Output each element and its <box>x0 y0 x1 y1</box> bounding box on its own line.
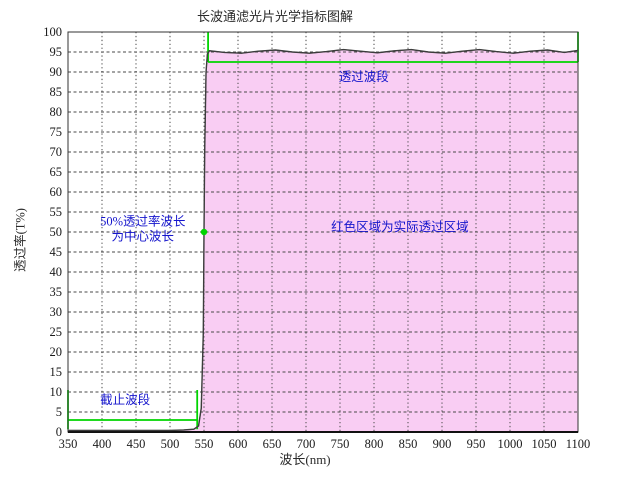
y-tick-label: 0 <box>56 425 62 439</box>
x-tick-label: 400 <box>93 437 112 451</box>
y-tick-label: 95 <box>50 45 63 59</box>
x-tick-label: 600 <box>229 437 248 451</box>
chart-title: 长波通滤光片光学指标图解 <box>196 9 354 24</box>
x-tick-label: 350 <box>59 437 78 451</box>
annotation-center-wavelength: 50%透过率波长 为中心波长 <box>100 214 185 245</box>
y-tick-label: 65 <box>50 165 63 179</box>
y-tick-label: 30 <box>50 305 63 319</box>
annotation-pink-region: 红色区域为实际透过区域 <box>331 220 469 235</box>
x-tick-label: 1100 <box>566 437 591 451</box>
annotation-cutoff-band: 截止波段 <box>100 392 151 407</box>
y-tick-label: 85 <box>50 85 63 99</box>
transmittance-curve <box>68 48 579 432</box>
x-tick-label: 450 <box>127 437 146 451</box>
x-tick-label: 850 <box>399 437 418 451</box>
y-tick-label: 55 <box>50 205 63 219</box>
y-tick-label: 15 <box>50 365 63 379</box>
y-tick-label: 10 <box>50 385 63 399</box>
x-tick-label: 500 <box>161 437 180 451</box>
y-tick-label: 80 <box>50 105 63 119</box>
half-transmittance-dot <box>200 228 208 236</box>
annotation-transmission-band: 透过波段 <box>338 70 389 85</box>
annotation-center-wavelength-line2: 为中心波长 <box>111 229 175 244</box>
y-tick-label: 75 <box>50 125 63 139</box>
x-tick-label: 650 <box>263 437 282 451</box>
y-tick-label: 60 <box>50 185 63 199</box>
x-tick-label: 800 <box>365 437 384 451</box>
x-tick-label: 1000 <box>498 437 523 451</box>
x-tick-label: 950 <box>467 437 486 451</box>
y-tick-label: 20 <box>50 345 63 359</box>
annotation-center-wavelength-line1: 50%透过率波长 <box>100 213 186 228</box>
x-tick-label: 700 <box>297 437 316 451</box>
y-tick-label: 5 <box>56 405 62 419</box>
x-tick-label: 550 <box>195 437 214 451</box>
y-tick-label: 100 <box>43 25 62 39</box>
y-tick-label: 25 <box>50 325 63 339</box>
y-tick-label: 40 <box>50 265 63 279</box>
x-axis-title: 波长(nm) <box>279 452 331 467</box>
y-tick-label: 45 <box>50 245 63 259</box>
y-tick-label: 90 <box>50 65 63 79</box>
x-tick-label: 1050 <box>532 437 557 451</box>
y-tick-label: 70 <box>50 145 63 159</box>
x-tick-label: 900 <box>433 437 452 451</box>
y-tick-label: 35 <box>50 285 63 299</box>
y-tick-label: 50 <box>50 225 63 239</box>
x-tick-label: 750 <box>331 437 350 451</box>
